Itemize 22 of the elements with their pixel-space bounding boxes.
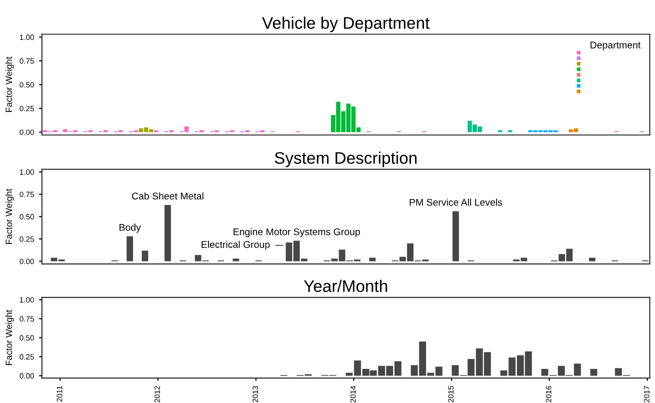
data-label: Electrical Group: [202, 240, 270, 250]
chart-title: System Description: [274, 152, 417, 168]
bar: [184, 126, 189, 132]
bar: [126, 236, 134, 262]
y-axis-title: Factor Weight: [5, 310, 14, 365]
bar: [369, 258, 376, 262]
data-label: PM Service All Levels: [410, 198, 502, 206]
y-axis-title: Factor Weight: [5, 188, 14, 244]
data-label: Body: [120, 224, 141, 233]
data-label: Cab Sheet Metal: [132, 192, 204, 200]
bar: [588, 258, 596, 262]
bar: [142, 250, 148, 262]
y-axis-title: Factor Weight: [5, 56, 14, 112]
bar: [452, 211, 459, 262]
bar: [232, 258, 240, 262]
chart-title: Year/Month: [304, 280, 388, 292]
bar: [63, 129, 68, 132]
chart-title: Vehicle by Department: [262, 16, 430, 32]
bar: [590, 368, 598, 376]
annotation: Department: [590, 42, 641, 50]
data-label: Engine Motor Systems Group: [234, 228, 360, 238]
bar: [164, 205, 171, 262]
